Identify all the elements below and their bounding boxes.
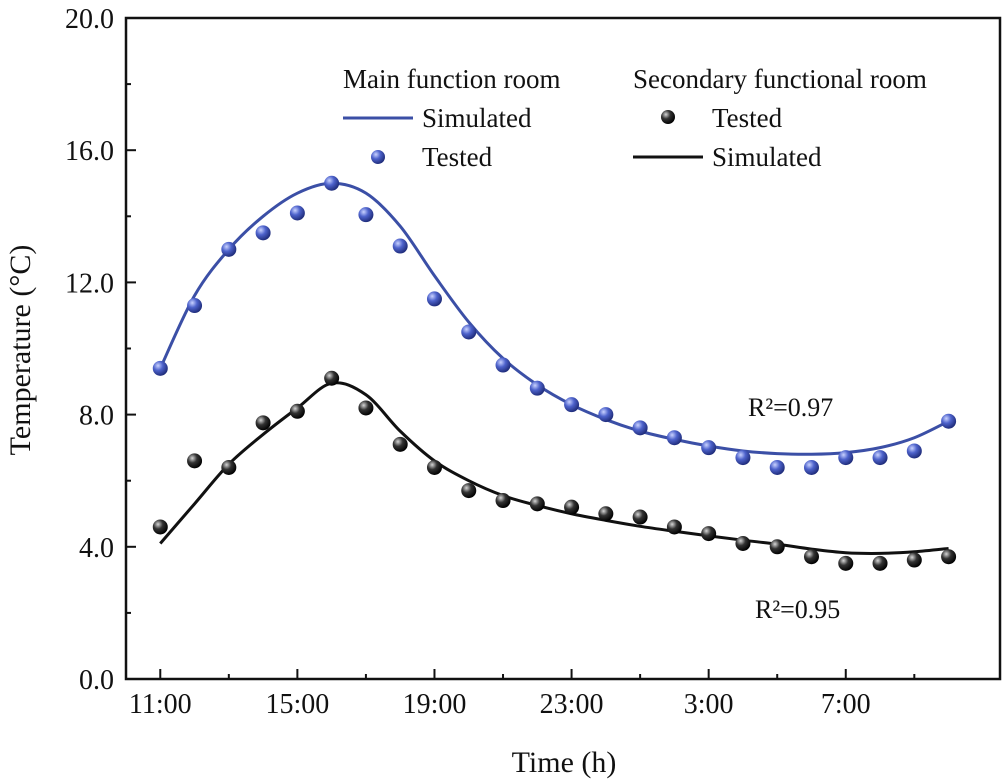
legend: Main function room Simulated Tested Seco… — [343, 64, 927, 172]
y-axis-title: Temperature (°C) — [4, 245, 37, 456]
secondary-tested-point — [666, 519, 682, 535]
main-tested-point — [838, 450, 854, 466]
secondary-tested-point — [803, 549, 819, 565]
secondary-tested-point — [735, 535, 751, 551]
secondary-r2-annotation: R²=0.95 — [755, 595, 840, 624]
main-tested-point — [358, 207, 374, 223]
plot-frame — [124, 16, 1002, 681]
secondary-tested-point — [529, 496, 545, 512]
secondary-tested-point — [289, 403, 305, 419]
y-tick-label: 12.0 — [65, 268, 114, 299]
main-tested-point — [701, 440, 717, 456]
main-tested-point — [529, 380, 545, 396]
main-tested-point — [632, 420, 648, 436]
y-tick-label: 8.0 — [79, 401, 114, 432]
secondary-tested-point — [426, 459, 442, 475]
secondary-tested-point — [564, 499, 580, 515]
x-tick-label: 3:00 — [684, 689, 734, 720]
main-tested-point — [152, 360, 168, 376]
secondary-tested-point — [392, 436, 408, 452]
main-tested-point — [769, 459, 785, 475]
main-tested-point — [564, 397, 580, 413]
main-tested-point — [598, 407, 614, 423]
main-tested-point — [187, 298, 203, 314]
legend-main-simulated-label: Simulated — [422, 103, 532, 133]
legend-secondary-tested-label: Tested — [712, 103, 783, 133]
x-axis-label: Time (h) — [512, 746, 617, 779]
main-tested-point — [803, 459, 819, 475]
main-tested-point — [392, 238, 408, 254]
y-tick-label: 16.0 — [65, 136, 114, 167]
x-tick-label: 7:00 — [821, 689, 871, 720]
x-tick-label: 19:00 — [403, 689, 467, 720]
main-tested-point — [735, 450, 751, 466]
legend-secondary-tested-marker — [661, 110, 675, 124]
legend-main-tested-marker — [371, 150, 385, 164]
main-tested-point — [872, 450, 888, 466]
main-simulated-line — [158, 181, 950, 456]
secondary-tested-point — [152, 519, 168, 535]
secondary-tested-point — [598, 506, 614, 522]
legend-main-tested-label: Tested — [422, 142, 493, 172]
legend-main-header: Main function room — [343, 64, 560, 94]
secondary-tested-point — [701, 526, 717, 542]
secondary-tested-point — [255, 415, 271, 431]
secondary-tested-point — [872, 555, 888, 571]
main-tested-point — [426, 291, 442, 307]
secondary-tested-point — [461, 483, 477, 499]
main-tested-point — [255, 225, 271, 241]
secondary-tested-point — [906, 552, 922, 568]
main-tested-point — [324, 175, 340, 191]
x-tick-label: 23:00 — [540, 689, 604, 720]
main-tested-point — [666, 430, 682, 446]
secondary-tested-point — [358, 400, 374, 416]
legend-secondary-simulated-label: Simulated — [712, 142, 822, 172]
y-axis-label: Temperature (°C) — [4, 245, 37, 456]
y-tick-label: 20.0 — [65, 4, 114, 35]
secondary-tested-point — [324, 370, 340, 386]
secondary-tested-point — [769, 539, 785, 555]
secondary-tested-point — [838, 555, 854, 571]
y-tick-label: 4.0 — [79, 533, 114, 564]
legend-secondary-header: Secondary functional room — [633, 64, 927, 94]
y-tick-label: 0.0 — [79, 665, 114, 696]
x-tick-label: 11:00 — [129, 689, 192, 720]
main-tested-point — [289, 205, 305, 221]
secondary-tested-point — [941, 549, 957, 565]
main-tested-point — [221, 241, 237, 257]
secondary-tested-point — [221, 459, 237, 475]
main-tested-point — [461, 324, 477, 340]
main-tested-point — [941, 413, 957, 429]
secondary-tested-point — [495, 493, 511, 509]
main-r2-annotation: R²=0.97 — [748, 393, 833, 422]
main-tested-point — [495, 357, 511, 373]
main-tested-point — [906, 443, 922, 459]
secondary-tested-point — [632, 509, 648, 525]
secondary-tested-point — [187, 453, 203, 469]
x-tick-label: 15:00 — [265, 689, 329, 720]
